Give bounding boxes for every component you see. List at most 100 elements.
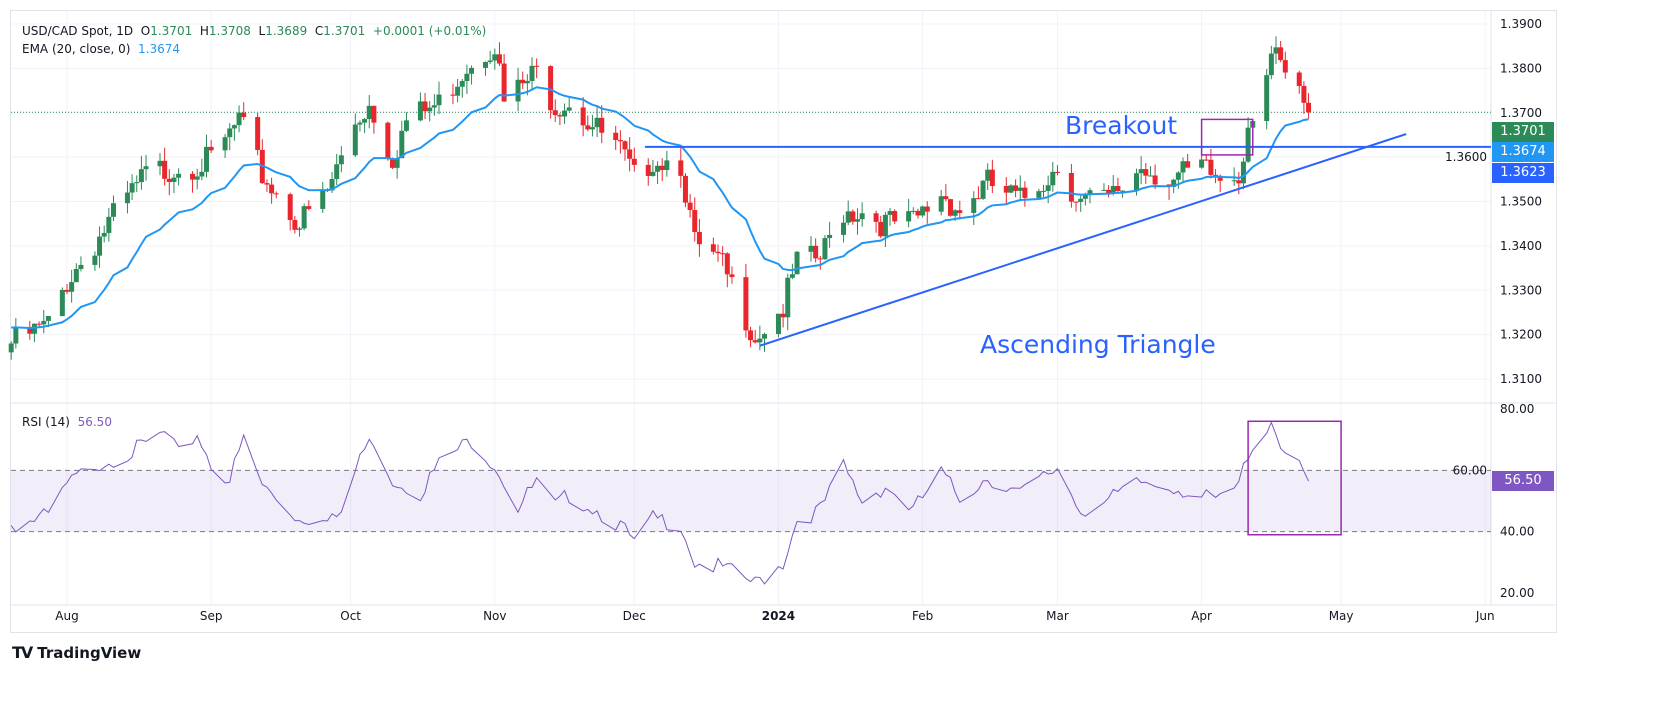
candle xyxy=(134,175,140,192)
candle-body xyxy=(469,67,475,74)
candle xyxy=(73,263,79,283)
candle-body xyxy=(645,164,651,176)
candle-body xyxy=(1068,172,1074,202)
candle-body xyxy=(548,66,554,111)
candle xyxy=(850,209,856,225)
candle-body xyxy=(1008,185,1014,193)
candle-body xyxy=(664,160,670,171)
candle xyxy=(129,174,135,200)
candle-body xyxy=(1041,190,1046,192)
candle-body xyxy=(692,210,698,233)
candle-body xyxy=(1306,102,1312,113)
candle xyxy=(562,103,568,124)
candle-body xyxy=(385,122,391,159)
candle-body xyxy=(264,183,270,185)
candle-body xyxy=(487,60,493,62)
candle xyxy=(166,169,172,196)
candle xyxy=(827,221,833,248)
price-tick-label: 1.3700 xyxy=(1500,106,1542,120)
candle xyxy=(975,186,981,200)
candle-body xyxy=(199,171,205,177)
candle-body xyxy=(176,173,182,178)
candle-body xyxy=(748,330,754,341)
candle xyxy=(436,81,442,115)
candle-body xyxy=(1213,174,1219,176)
candle-body xyxy=(585,125,591,130)
candle-body xyxy=(687,202,693,211)
candle-body xyxy=(101,232,107,237)
candle xyxy=(31,323,37,343)
candle xyxy=(617,130,623,154)
candle xyxy=(622,140,628,161)
candle-body xyxy=(403,120,409,131)
resistance-price-label: 1.3623 xyxy=(1492,163,1554,183)
candle-body xyxy=(552,110,558,116)
candle-body xyxy=(557,115,563,117)
candle xyxy=(631,147,637,172)
candle xyxy=(385,121,391,161)
candle-body xyxy=(27,326,33,334)
candle-body xyxy=(1278,47,1284,61)
candle xyxy=(589,114,595,137)
candle xyxy=(924,201,930,224)
candle-body xyxy=(594,117,600,128)
candle xyxy=(459,78,465,98)
candle xyxy=(231,124,237,141)
candle-body xyxy=(841,222,847,235)
candle xyxy=(789,263,795,280)
time-tick-label: Mar xyxy=(1046,609,1069,623)
candle xyxy=(808,236,814,262)
candle-body xyxy=(366,105,372,120)
candle xyxy=(822,235,828,261)
candle xyxy=(371,105,377,134)
candle-body xyxy=(241,112,247,118)
candle xyxy=(483,61,488,76)
open-label: O xyxy=(140,24,151,38)
candle xyxy=(1013,179,1019,198)
candle-body xyxy=(520,79,526,84)
candle-body xyxy=(1143,169,1149,176)
candle-body xyxy=(1110,185,1116,194)
candle xyxy=(627,137,633,172)
ema-value: 1.3674 xyxy=(138,42,181,56)
candle xyxy=(585,115,591,132)
candle-body xyxy=(813,245,819,259)
time-tick-label: Dec xyxy=(623,609,646,623)
candle xyxy=(1185,154,1191,168)
time-tick-label: Jun xyxy=(1475,609,1495,623)
candle xyxy=(464,64,470,94)
candle-body xyxy=(1236,180,1242,184)
candle-body xyxy=(822,238,828,260)
candle-body xyxy=(1282,60,1288,73)
time-tick-label: Aug xyxy=(55,609,78,623)
candle xyxy=(682,173,688,208)
candle-body xyxy=(357,122,363,125)
candle-body xyxy=(855,219,860,222)
rsi-tick-label: 60.00 xyxy=(1453,463,1487,477)
candle xyxy=(715,244,721,262)
candle-body xyxy=(589,127,595,130)
rsi-price-label: 56.50 xyxy=(1492,471,1554,491)
candle-body xyxy=(1082,194,1088,199)
candle xyxy=(450,83,456,105)
candle-body xyxy=(887,211,893,215)
candle xyxy=(1078,195,1084,212)
candle xyxy=(1240,157,1246,190)
candle xyxy=(613,125,619,151)
price-tick-label: 1.3500 xyxy=(1500,195,1542,209)
rsi-tick-label: 80.00 xyxy=(1500,402,1534,416)
candle xyxy=(171,173,177,194)
tradingview-logo[interactable]: TV TradingView xyxy=(12,643,141,662)
price-tick-label: 1.3400 xyxy=(1500,239,1542,253)
candle xyxy=(264,179,270,192)
candle xyxy=(366,95,372,129)
candle-body xyxy=(1036,191,1042,198)
candle-body xyxy=(269,184,275,194)
candle-body xyxy=(417,101,423,121)
low-value: 1.3689 xyxy=(265,24,308,38)
candle xyxy=(208,139,214,153)
candle-body xyxy=(1101,189,1107,191)
candle-body xyxy=(1138,169,1144,174)
candle-body xyxy=(696,232,702,245)
